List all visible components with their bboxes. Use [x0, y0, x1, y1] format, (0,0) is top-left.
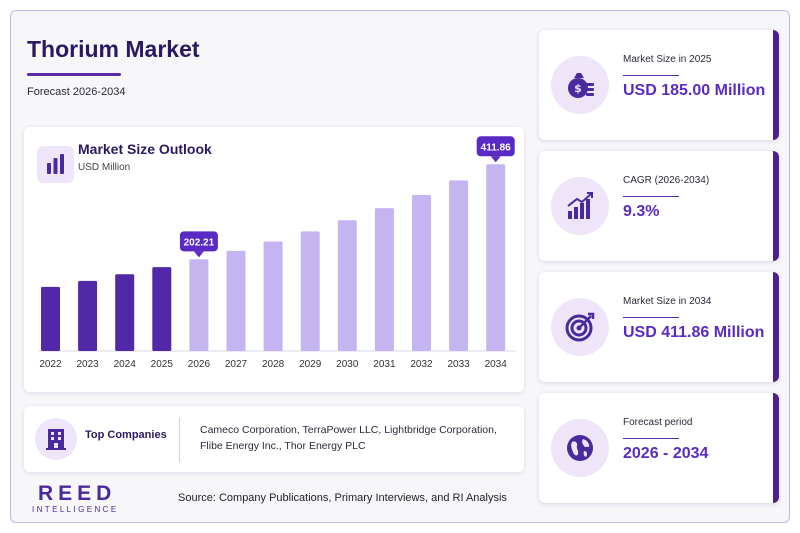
stat-value: USD 185.00 Million — [623, 82, 766, 99]
stat-rule — [623, 317, 679, 318]
x-tick-label: 2031 — [373, 359, 396, 370]
divider — [179, 418, 180, 462]
x-tick-label: 2028 — [262, 359, 285, 370]
x-tick-label: 2022 — [39, 359, 62, 370]
bar-2023 — [78, 280, 98, 351]
bar-2032 — [412, 194, 431, 351]
stat-card-forecast-period: Forecast period 2026 - 2034 — [539, 393, 779, 503]
stat-label: Market Size in 2025 — [623, 54, 712, 65]
top-companies-label: Top Companies — [85, 429, 167, 441]
stat-card-market-size-2025: $ Market Size in 2025 USD 185.00 Million — [539, 30, 779, 140]
bar-2034 — [486, 164, 506, 351]
chart-unit-label: USD Million — [78, 162, 131, 173]
page-subtitle: Forecast 2026-2034 — [27, 86, 126, 98]
x-tick-label: 2025 — [151, 359, 174, 370]
x-tick-label: 2026 — [188, 359, 211, 370]
stat-card-cagr: CAGR (2026-2034) 9.3% — [539, 151, 779, 261]
x-tick-label: 2024 — [114, 359, 137, 370]
bar-2031 — [374, 208, 394, 351]
bar-chart-icon — [37, 146, 74, 183]
bar-2027 — [226, 250, 246, 351]
stat-label: CAGR (2026-2034) — [623, 175, 710, 186]
x-tick-label: 2027 — [225, 359, 248, 370]
title-underline — [27, 73, 121, 76]
stat-label: Market Size in 2034 — [623, 296, 712, 307]
building-icon — [35, 418, 77, 460]
stat-rule — [623, 196, 679, 197]
data-label: 411.86 — [481, 142, 511, 153]
target-icon — [551, 298, 609, 356]
top-companies-card: Top Companies Cameco Corporation, TerraP… — [24, 406, 524, 472]
data-label-callout-2026: 202.21 — [179, 231, 218, 258]
stat-rule — [623, 75, 679, 76]
data-label-callout-2034: 411.86 — [476, 136, 515, 163]
stat-value: 9.3% — [623, 203, 660, 220]
globe-icon — [551, 419, 609, 477]
top-companies-list: Cameco Corporation, TerraPower LLC, Ligh… — [200, 424, 497, 452]
stat-rule — [623, 438, 679, 439]
stat-label: Forecast period — [623, 417, 693, 428]
brand-logo-tagline: INTELLIGENCE — [32, 505, 119, 514]
x-tick-label: 2033 — [447, 359, 470, 370]
data-label: 202.21 — [184, 237, 215, 248]
x-tick-label: 2023 — [76, 359, 99, 370]
x-tick-label: 2032 — [410, 359, 433, 370]
x-tick-label: 2029 — [299, 359, 322, 370]
money-bag-icon: $ — [551, 56, 609, 114]
bar-2033 — [449, 180, 469, 351]
stat-card-market-size-2034: Market Size in 2034 USD 411.86 Million — [539, 272, 779, 382]
stat-value: 2026 - 2034 — [623, 445, 709, 462]
chart-title: Market Size Outlook — [78, 141, 212, 157]
bar-2030 — [337, 220, 357, 351]
bar-2022 — [41, 286, 60, 351]
stat-value: USD 411.86 Million — [623, 324, 765, 341]
brand-logo: REED — [38, 482, 117, 505]
growth-chart-icon — [551, 177, 609, 235]
bar-2025 — [152, 267, 172, 351]
bar-2028 — [263, 241, 283, 351]
source-note: Source: Company Publications, Primary In… — [178, 492, 507, 504]
bar-2026 — [189, 259, 209, 351]
bar-2024 — [115, 274, 135, 351]
x-tick-label: 2034 — [485, 359, 508, 370]
market-size-chart-card: Market Size Outlook USD Million 2022 2023… — [24, 127, 524, 392]
svg-text:$: $ — [574, 82, 582, 95]
bar-chart: 2022 2023 2024 2025 2026 202.21 2027 2028 2029 20… — [38, 136, 516, 370]
page-title: Thorium Market — [27, 36, 200, 62]
bar-2029 — [300, 231, 320, 351]
x-tick-label: 2030 — [336, 359, 359, 370]
